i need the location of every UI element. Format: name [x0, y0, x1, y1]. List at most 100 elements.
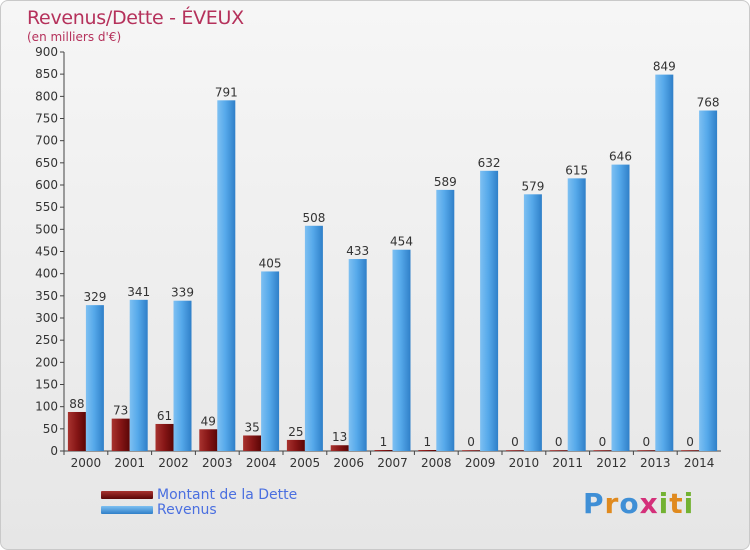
- data-label-debt: 0: [686, 435, 694, 449]
- bar-revenue: [699, 110, 718, 452]
- data-label-revenue: 454: [390, 235, 413, 249]
- data-label-revenue: 339: [171, 286, 194, 300]
- data-label-debt: 35: [244, 420, 259, 434]
- y-tick-label: 500: [35, 222, 58, 236]
- data-label-debt: 73: [113, 404, 128, 418]
- data-label-revenue: 329: [83, 290, 106, 304]
- y-tick-label: 450: [35, 245, 58, 259]
- data-label-debt: 1: [380, 435, 388, 449]
- y-tick-label: 100: [35, 400, 58, 414]
- data-label-debt: 0: [511, 435, 519, 449]
- data-label-debt: 1: [423, 435, 431, 449]
- bar-debt: [418, 450, 437, 451]
- bar-debt: [111, 418, 130, 451]
- data-label-revenue: 589: [434, 175, 457, 189]
- x-tick-label: 2012: [596, 456, 627, 470]
- data-label-debt: 49: [201, 414, 216, 428]
- x-tick-label: 2004: [246, 456, 277, 470]
- bar-debt: [330, 445, 349, 451]
- bar-debt: [681, 450, 700, 451]
- x-tick-label: 2009: [465, 456, 496, 470]
- legend-swatch-revenue: [101, 505, 153, 514]
- x-tick-label: 2014: [684, 456, 715, 470]
- legend-item-debt: Montant de la Dette: [101, 486, 298, 503]
- y-tick-label: 250: [35, 333, 58, 347]
- bar-debt: [593, 450, 612, 451]
- data-label-revenue: 341: [127, 285, 150, 299]
- bar-revenue: [655, 74, 674, 452]
- bar-debt: [243, 435, 262, 451]
- x-tick-label: 2006: [333, 456, 364, 470]
- y-tick-label: 400: [35, 267, 58, 281]
- x-tick-label: 2007: [377, 456, 408, 470]
- data-label-debt: 88: [69, 397, 84, 411]
- y-tick-label: 900: [35, 45, 58, 59]
- data-label-revenue: 632: [478, 156, 501, 170]
- y-tick-label: 700: [35, 134, 58, 148]
- data-label-revenue: 405: [259, 256, 282, 270]
- legend-label-revenue: Revenus: [157, 501, 217, 518]
- x-tick-label: 2002: [158, 456, 189, 470]
- y-tick-label: 200: [35, 355, 58, 369]
- y-tick-label: 850: [35, 67, 58, 81]
- data-label-revenue: 433: [346, 244, 369, 258]
- data-label-revenue: 615: [565, 163, 588, 177]
- x-tick-label: 2003: [202, 456, 233, 470]
- x-tick-label: 2011: [552, 456, 583, 470]
- y-tick-label: 0: [50, 444, 58, 458]
- data-label-debt: 0: [467, 435, 475, 449]
- y-tick-label: 600: [35, 178, 58, 192]
- y-tick-label: 150: [35, 378, 58, 392]
- data-label-revenue: 791: [215, 85, 238, 99]
- data-label-revenue: 579: [521, 179, 544, 193]
- x-tick-label: 2008: [421, 456, 452, 470]
- legend-swatch-debt: [101, 490, 153, 499]
- data-label-revenue: 508: [302, 211, 325, 225]
- bar-debt: [199, 429, 218, 451]
- y-tick-label: 50: [43, 422, 58, 436]
- bar-revenue: [304, 225, 323, 451]
- legend-item-revenue: Revenus: [101, 501, 297, 518]
- bar-debt: [549, 450, 568, 451]
- bar-debt: [155, 423, 174, 451]
- y-tick-label: 350: [35, 289, 58, 303]
- x-tick-label: 2001: [114, 456, 145, 470]
- bar-debt: [67, 411, 86, 451]
- bar-revenue: [567, 178, 586, 451]
- bar-revenue: [611, 164, 630, 451]
- y-tick-label: 650: [35, 156, 58, 170]
- bar-debt: [286, 439, 305, 451]
- x-tick-label: 2005: [290, 456, 321, 470]
- data-label-debt: 25: [288, 425, 303, 439]
- data-label-debt: 0: [642, 435, 650, 449]
- x-tick-label: 2000: [71, 456, 102, 470]
- data-label-debt: 13: [332, 430, 347, 444]
- data-label-revenue: 646: [609, 150, 632, 164]
- chart-title: Revenus/Dette - ÉVEUX: [27, 7, 244, 29]
- bar-debt: [374, 450, 393, 451]
- bar-revenue: [217, 100, 236, 451]
- data-label-debt: 61: [157, 409, 172, 423]
- chart-subtitle: (en milliers d'€): [27, 30, 122, 44]
- legend-label-debt: Montant de la Dette: [157, 486, 298, 503]
- data-label-debt: 0: [599, 435, 607, 449]
- bar-revenue: [480, 170, 499, 451]
- data-label-revenue: 768: [697, 96, 720, 110]
- bar-revenue: [261, 271, 280, 451]
- bar-debt: [637, 450, 656, 451]
- bar-debt: [505, 450, 524, 451]
- brand-logo: Proxiti: [583, 487, 695, 520]
- bar-revenue: [392, 249, 411, 451]
- bar-debt: [462, 450, 481, 451]
- bar-revenue: [348, 259, 367, 451]
- bar-revenue: [523, 194, 542, 451]
- data-label-debt: 0: [555, 435, 563, 449]
- bar-revenue: [85, 305, 104, 451]
- x-tick-label: 2010: [509, 456, 540, 470]
- data-label-revenue: 849: [653, 60, 676, 74]
- legend: Montant de la Dette Revenus: [101, 486, 298, 518]
- y-tick-label: 550: [35, 200, 58, 214]
- y-tick-label: 800: [35, 89, 58, 103]
